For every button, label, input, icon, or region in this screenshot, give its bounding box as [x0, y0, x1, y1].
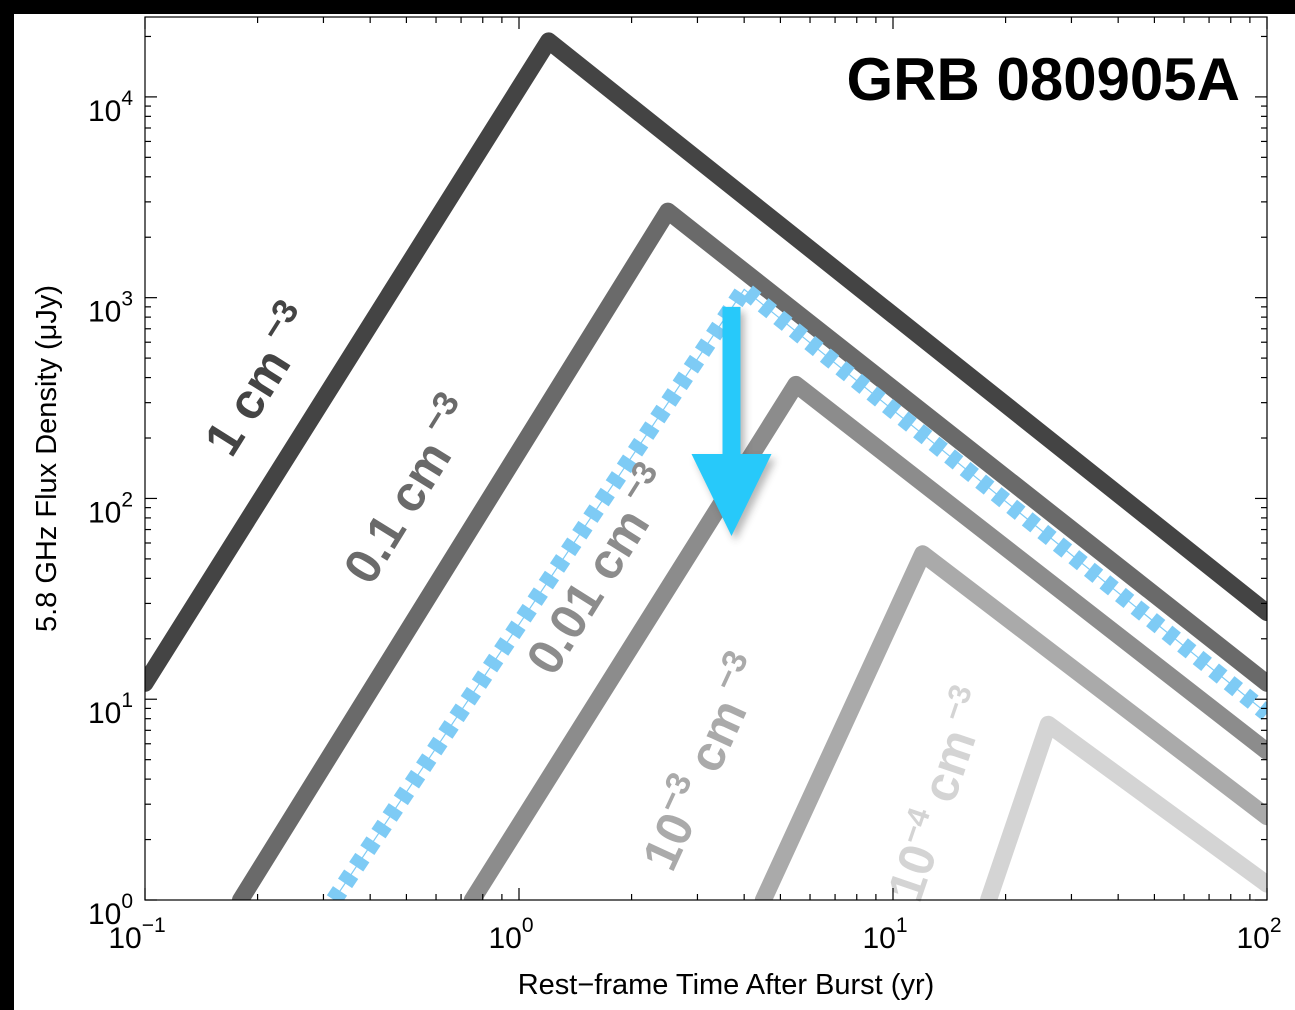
curve-label-5: 10−4 cm −3	[875, 680, 1001, 908]
curve-2	[232, 202, 1267, 900]
x-axis-label: Rest−frame Time After Burst (yr)	[518, 969, 935, 1001]
curve-label-2: 0.1 cm −3	[326, 385, 488, 593]
y-tick-label: 102	[88, 488, 133, 529]
upper-limit-arrow	[691, 306, 776, 541]
y-tick-label: 103	[88, 288, 133, 329]
curve-1	[145, 32, 1267, 692]
y-tick-label: 104	[88, 87, 133, 128]
x-tick-label: 101	[862, 914, 907, 955]
top-border	[0, 0, 1295, 14]
curve-layer	[145, 32, 1267, 900]
limit-curve-centerline	[333, 288, 1267, 900]
arrow-shape	[691, 306, 772, 536]
y-tick-label: 101	[88, 689, 133, 730]
curve-label-3: 0.01 cm −3	[510, 455, 686, 684]
y-tick-label: 100	[88, 890, 133, 931]
curve-5	[980, 715, 1267, 900]
plot-box	[144, 16, 1268, 901]
x-tick-label: 10−1	[108, 914, 165, 955]
y-axis-label: 5.8 GHz Flux Density (μJy)	[31, 285, 63, 632]
x-tick-label: 102	[1236, 914, 1281, 955]
left-border	[0, 0, 14, 1010]
curve-4	[754, 545, 1267, 900]
curve-label-4: 10−3 cm −3	[626, 645, 778, 879]
chart-title: GRB 080905A	[846, 46, 1240, 113]
x-tick-label: 100	[488, 914, 533, 955]
curve-3	[463, 375, 1267, 900]
